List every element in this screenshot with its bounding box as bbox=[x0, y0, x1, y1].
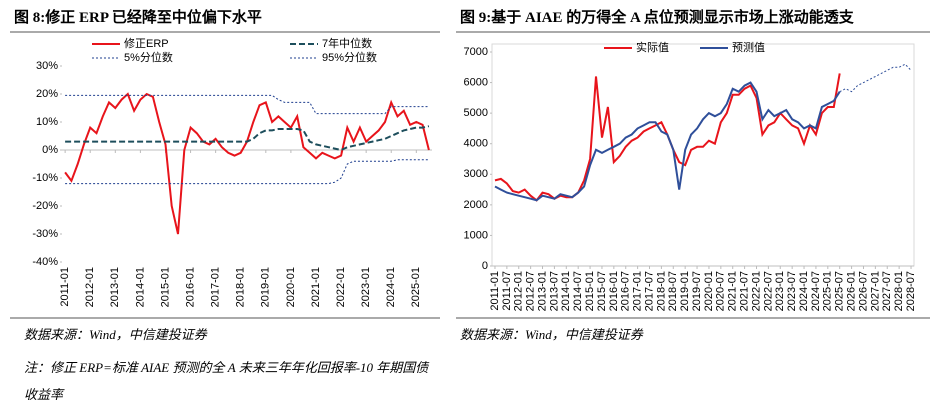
y-tick-label: 1000 bbox=[464, 229, 488, 241]
x-tick-label: 2024-01 bbox=[385, 267, 397, 307]
x-tick-label: 2022-01 bbox=[750, 271, 762, 311]
x-tick-label: 2016-01 bbox=[608, 271, 620, 311]
y-tick-label: -30% bbox=[32, 228, 58, 240]
y-tick-label: 5000 bbox=[464, 107, 488, 119]
x-tick-label: 2015-01 bbox=[584, 271, 596, 311]
x-tick-label: 2019-01 bbox=[679, 271, 691, 311]
legend-label: 7年中位数 bbox=[322, 36, 372, 50]
series-line bbox=[65, 94, 429, 115]
legend-label: 95%分位数 bbox=[322, 50, 377, 64]
x-tick-label: 2013-01 bbox=[536, 271, 548, 311]
x-tick-label: 2017-01 bbox=[210, 267, 222, 307]
x-tick-label: 2026-01 bbox=[845, 271, 857, 311]
x-tick-label: 2015-07 bbox=[596, 271, 608, 311]
source: 数据来源：Wind，中信建投证券 bbox=[24, 327, 207, 342]
x-tick-label: 2011-01 bbox=[489, 271, 501, 311]
y-tick-label: 0% bbox=[42, 144, 58, 156]
x-tick-label: 2018-07 bbox=[667, 271, 679, 311]
series-line bbox=[64, 92, 430, 235]
y-tick-label: -10% bbox=[32, 172, 58, 184]
x-tick-label: 2023-07 bbox=[786, 271, 798, 311]
x-tick-label: 2018-01 bbox=[235, 267, 247, 307]
y-tick-label: -40% bbox=[32, 256, 58, 268]
x-tick-label: 2021-07 bbox=[739, 271, 751, 311]
x-tick-label: 2017-01 bbox=[632, 271, 644, 311]
y-tick-label: -20% bbox=[32, 200, 58, 212]
legend-label: 实际值 bbox=[636, 40, 669, 54]
x-tick-label: 2020-07 bbox=[715, 271, 727, 311]
x-tick-label: 2011-07 bbox=[501, 271, 513, 311]
x-tick-label: 2012-01 bbox=[513, 271, 525, 311]
legend-label: 修正ERP bbox=[124, 36, 169, 50]
chart-title: 图 9:基于 AIAE 的万得全 A 点位预测显示市场上涨动能透支 bbox=[460, 8, 855, 26]
x-tick-label: 2019-01 bbox=[260, 267, 272, 307]
y-tick-label: 7000 bbox=[464, 46, 488, 58]
charts: 图 8:修正 ERP 已经降至中位偏下水平 图 9:基于 AIAE 的万得全 A… bbox=[10, 8, 930, 319]
x-tick-label: 2011-01 bbox=[59, 267, 71, 307]
x-tick-label: 2025-01 bbox=[410, 267, 422, 307]
y-tick-label: 2000 bbox=[464, 199, 488, 211]
series-line bbox=[65, 125, 430, 152]
plot-frame bbox=[491, 43, 915, 267]
x-tick-label: 2019-07 bbox=[691, 271, 703, 311]
series-line bbox=[494, 81, 841, 202]
x-tick-label: 2016-01 bbox=[184, 267, 196, 307]
y-tick-label: 4000 bbox=[464, 138, 488, 150]
x-tick-label: 2014-01 bbox=[134, 267, 146, 307]
x-tick-label: 2023-01 bbox=[774, 271, 786, 311]
x-tick-label: 2016-07 bbox=[620, 271, 632, 311]
x-tick-label: 2020-01 bbox=[703, 271, 715, 311]
x-tick-label: 2014-07 bbox=[572, 271, 584, 311]
x-tick-label: 2021-01 bbox=[310, 267, 322, 307]
y-tick-label: 10% bbox=[36, 116, 58, 128]
legend-label: 5%分位数 bbox=[124, 50, 173, 64]
x-tick-label: 2015-01 bbox=[159, 267, 171, 307]
x-tick-label: 2027-01 bbox=[869, 271, 881, 311]
x-tick-label: 2025-01 bbox=[822, 271, 834, 311]
x-tick-label: 2027-07 bbox=[881, 271, 893, 311]
x-tick-label: 2013-01 bbox=[109, 267, 121, 307]
x-tick-label: 2020-01 bbox=[285, 267, 297, 307]
series-line bbox=[839, 63, 912, 93]
x-tick-label: 2021-01 bbox=[727, 271, 739, 311]
legend-label: 预测值 bbox=[732, 41, 765, 54]
x-tick-label: 2025-07 bbox=[834, 271, 846, 311]
x-tick-label: 2026-07 bbox=[857, 271, 869, 311]
note: 注：修正 ERP=标准 AIAE 预测的全 A 未来三年年化回报率-10 年期国… bbox=[24, 360, 429, 402]
x-tick-label: 2028-07 bbox=[905, 271, 917, 311]
x-tick-label: 2012-01 bbox=[84, 267, 96, 307]
chart-title: 图 8:修正 ERP 已经降至中位偏下水平 bbox=[14, 8, 262, 26]
x-tick-label: 2024-01 bbox=[798, 271, 810, 311]
x-tick-label: 2017-07 bbox=[643, 271, 655, 311]
x-tick-label: 2023-01 bbox=[360, 267, 372, 307]
x-tick-label: 2024-07 bbox=[810, 271, 822, 311]
y-tick-label: 20% bbox=[36, 88, 58, 100]
series-line bbox=[65, 159, 429, 185]
x-tick-label: 2022-07 bbox=[762, 271, 774, 311]
x-tick-label: 2013-07 bbox=[548, 271, 560, 311]
x-tick-label: 2018-01 bbox=[655, 271, 667, 311]
source: 数据来源：Wind，中信建投证券 bbox=[460, 327, 643, 342]
y-tick-label: 6000 bbox=[464, 76, 488, 88]
x-tick-label: 2028-01 bbox=[893, 271, 905, 311]
y-tick-label: 0 bbox=[482, 260, 488, 272]
y-tick-label: 30% bbox=[36, 60, 58, 72]
x-tick-label: 2022-01 bbox=[335, 267, 347, 307]
x-tick-label: 2012-07 bbox=[525, 271, 537, 311]
y-tick-label: 3000 bbox=[464, 168, 488, 180]
x-tick-label: 2014-01 bbox=[560, 271, 572, 311]
